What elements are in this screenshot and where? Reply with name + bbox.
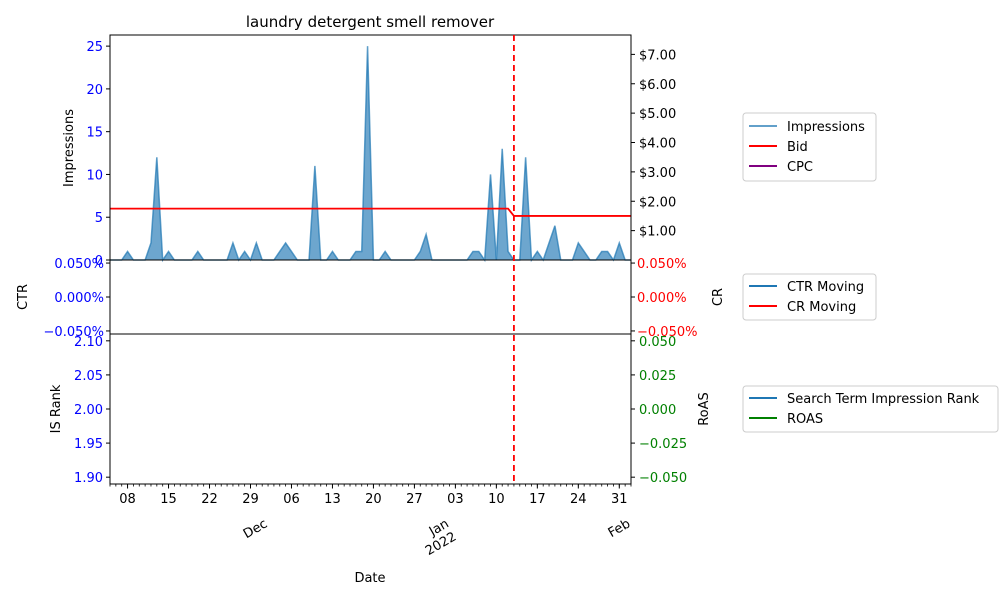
legend-cpc-label: CPC bbox=[787, 160, 813, 175]
x-axis-label: Date bbox=[354, 571, 385, 586]
middle-panel-frame bbox=[109, 259, 632, 335]
bid-tick-label: $1.00 bbox=[639, 225, 676, 240]
bid-tick-label: $5.00 bbox=[639, 107, 676, 122]
roas-axis-label: RoAS bbox=[697, 392, 712, 426]
legend-bid-label: Bid bbox=[787, 140, 808, 155]
bid-tick-label: $4.00 bbox=[639, 137, 676, 152]
x-tick-label: 24 bbox=[570, 492, 587, 507]
plot-layer: 0 5 10 15 20 25 $1.00 $2.00 $3.00 $4.00 $5.00 $6.00… bbox=[44, 34, 697, 559]
x-tick-label: 15 bbox=[160, 492, 177, 507]
impressions-line bbox=[110, 46, 631, 263]
legend-bottom: Search Term Impression Rank ROAS bbox=[742, 385, 999, 433]
ctr-axis-label: CTR bbox=[16, 284, 31, 310]
is-rank-tick-label: 2.05 bbox=[74, 369, 103, 384]
roas-tick-label: −0.050 bbox=[639, 471, 687, 486]
is-rank-tick-label: 2.10 bbox=[74, 335, 103, 350]
roas-tick-label: 0.000 bbox=[639, 403, 676, 418]
legend-roas-label: ROAS bbox=[787, 412, 823, 427]
x-tick-label: 10 bbox=[488, 492, 505, 507]
x-tick-label: 17 bbox=[529, 492, 546, 507]
x-month-label-line: Dec bbox=[241, 516, 270, 542]
cr-tick-label: 0.050% bbox=[637, 257, 687, 272]
bid-tick-label: $6.00 bbox=[639, 78, 676, 93]
x-tick-label: 06 bbox=[283, 492, 300, 507]
is-rank-axis-label: IS Rank bbox=[49, 384, 64, 433]
legend-ctr-label: CTR Moving bbox=[787, 280, 864, 295]
bid-tick-label: $2.00 bbox=[639, 195, 676, 210]
ctr-tick-label: 0.050% bbox=[54, 257, 104, 272]
impressions-tick-label: 0 bbox=[95, 254, 103, 269]
x-tick-label: 20 bbox=[365, 492, 382, 507]
legend-cr-label: CR Moving bbox=[787, 300, 856, 315]
x-tick-label: 22 bbox=[201, 492, 218, 507]
legend-is-rank-label: Search Term Impression Rank bbox=[787, 392, 980, 407]
impressions-tick-label: 5 bbox=[95, 211, 103, 226]
x-month-label: Jan2022 bbox=[416, 516, 460, 559]
bid-tick-label: $7.00 bbox=[639, 48, 676, 63]
impressions-tick-label: 25 bbox=[86, 40, 103, 55]
x-tick-label: 27 bbox=[406, 492, 423, 507]
bid-tick-label: $3.00 bbox=[639, 166, 676, 181]
cr-tick-label: −0.050% bbox=[637, 325, 697, 340]
roas-tick-label: −0.025 bbox=[639, 437, 687, 452]
x-tick-label: 03 bbox=[447, 492, 464, 507]
impressions-tick-label: 10 bbox=[86, 168, 103, 183]
legend-impressions-label: Impressions bbox=[787, 120, 865, 135]
cr-tick-label: 0.000% bbox=[637, 291, 687, 306]
x-tick-label: 31 bbox=[611, 492, 628, 507]
roas-tick-label: 0.025 bbox=[639, 369, 676, 384]
x-month-label: Dec bbox=[241, 516, 270, 542]
ctr-tick-label: −0.050% bbox=[44, 325, 104, 340]
impressions-tick-label: 15 bbox=[86, 126, 103, 141]
cr-axis-label: CR bbox=[711, 288, 726, 306]
is-rank-tick-label: 2.00 bbox=[74, 403, 103, 418]
impressions-tick-label: 20 bbox=[86, 83, 103, 98]
x-month-label: Feb bbox=[606, 516, 633, 541]
chart-title: laundry detergent smell remover bbox=[246, 13, 495, 31]
is-rank-tick-label: 1.95 bbox=[74, 437, 103, 452]
bid-line bbox=[110, 207, 631, 217]
x-tick-label: 29 bbox=[242, 492, 259, 507]
is-rank-tick-label: 1.90 bbox=[74, 471, 103, 486]
impressions-axis-label: Impressions bbox=[62, 109, 77, 187]
bottom-panel-frame bbox=[109, 333, 632, 485]
x-month-label-line: Feb bbox=[606, 516, 633, 541]
x-tick-label: 13 bbox=[324, 492, 341, 507]
legend-top: Impressions Bid CPC bbox=[742, 112, 877, 182]
x-tick-label: 08 bbox=[119, 492, 136, 507]
ctr-tick-label: 0.000% bbox=[54, 291, 104, 306]
legend-middle: CTR Moving CR Moving bbox=[742, 273, 877, 321]
roas-tick-label: 0.050 bbox=[639, 335, 676, 350]
